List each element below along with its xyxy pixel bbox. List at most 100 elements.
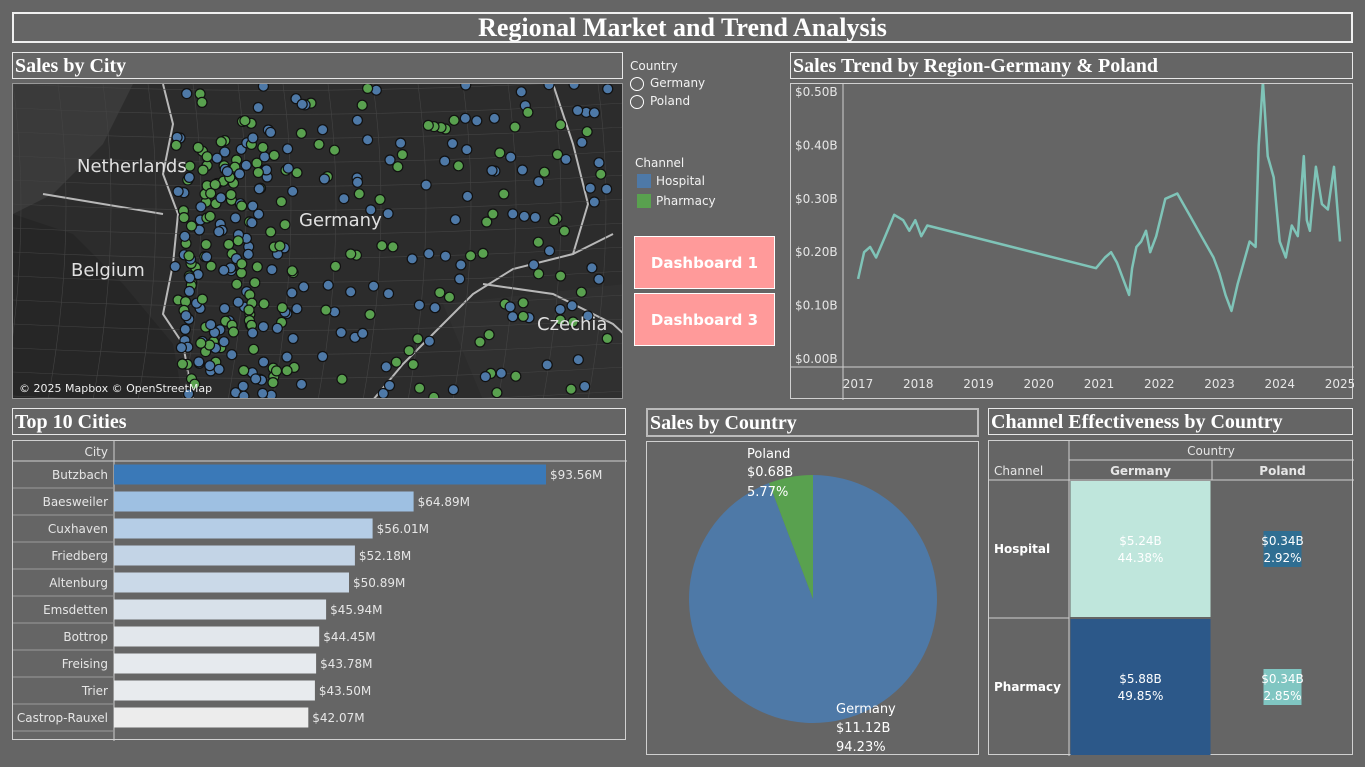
map-city-dot[interactable] <box>477 247 489 259</box>
map-city-dot[interactable] <box>383 379 396 392</box>
map-city-dot[interactable] <box>295 378 308 390</box>
map-city-dot[interactable] <box>532 236 544 248</box>
map-city-dot[interactable] <box>183 250 195 262</box>
map-city-dot[interactable] <box>382 208 394 220</box>
map-city-dot[interactable] <box>543 84 555 91</box>
map-city-dot[interactable] <box>403 345 415 357</box>
map-city-dot[interactable] <box>227 326 240 338</box>
map-city-dot[interactable] <box>215 192 227 204</box>
map-city-dot[interactable] <box>185 220 198 232</box>
map-city-dot[interactable] <box>205 319 217 331</box>
map-city-dot[interactable] <box>232 296 244 308</box>
map-city-dot[interactable] <box>232 235 244 247</box>
map-city-dot[interactable] <box>460 84 472 91</box>
channel-cell-mark[interactable] <box>1070 619 1211 755</box>
map-city-dot[interactable] <box>566 300 578 312</box>
map-city-dot[interactable] <box>382 288 395 300</box>
map-city-dot[interactable] <box>275 195 287 208</box>
map-city-dot[interactable] <box>406 253 418 265</box>
map-city-dot[interactable] <box>338 192 350 205</box>
map-city-dot[interactable] <box>412 333 424 345</box>
map-city-dot[interactable] <box>395 137 407 149</box>
map-city-dot[interactable] <box>362 84 374 94</box>
city-bar[interactable] <box>114 491 414 512</box>
map-city-dot[interactable] <box>446 137 459 150</box>
map-city-dot[interactable] <box>522 106 534 118</box>
map-city-dot[interactable] <box>384 154 396 166</box>
map-city-dot[interactable] <box>257 141 269 154</box>
map-city-dot[interactable] <box>215 136 227 148</box>
map-city-dot[interactable] <box>257 84 269 92</box>
map-city-dot[interactable] <box>495 367 507 379</box>
map-city-dot[interactable] <box>231 278 243 290</box>
map-city-dot[interactable] <box>443 291 456 303</box>
map-city-dot[interactable] <box>541 359 553 371</box>
map-city-dot[interactable] <box>528 259 540 271</box>
map-city-dot[interactable] <box>515 86 527 98</box>
city-bar[interactable] <box>114 545 355 566</box>
map-city-dot[interactable] <box>551 148 564 161</box>
map-city-dot[interactable] <box>211 152 223 164</box>
map-city-dot[interactable] <box>219 302 231 315</box>
map-city-dot[interactable] <box>274 240 286 252</box>
map-city-dot[interactable] <box>479 371 491 383</box>
map-city-dot[interactable] <box>572 354 584 366</box>
map-city-dot[interactable] <box>374 193 386 206</box>
map-city-dot[interactable] <box>176 358 188 370</box>
map-city-dot[interactable] <box>253 208 265 220</box>
sales-map[interactable]: Netherlands Germany Belgium Czechia © 20… <box>12 83 623 399</box>
map-city-dot[interactable] <box>247 132 259 144</box>
city-bar[interactable] <box>114 653 317 674</box>
map-city-dot[interactable] <box>183 285 195 297</box>
map-city-dot[interactable] <box>420 179 432 191</box>
map-city-dot[interactable] <box>548 215 560 227</box>
map-city-dot[interactable] <box>236 200 248 212</box>
map-city-dot[interactable] <box>474 336 486 348</box>
map-city-dot[interactable] <box>581 126 593 138</box>
map-city-dot[interactable] <box>447 384 459 396</box>
map-city-dot[interactable] <box>286 265 298 277</box>
map-city-dot[interactable] <box>281 351 293 363</box>
map-city-dot[interactable] <box>595 168 607 180</box>
map-city-dot[interactable] <box>329 260 342 272</box>
map-city-dot[interactable] <box>533 175 545 188</box>
map-city-dot[interactable] <box>271 322 283 334</box>
map-city-dot[interactable] <box>192 141 204 154</box>
map-city-dot[interactable] <box>252 101 264 114</box>
map-city-dot[interactable] <box>197 164 209 176</box>
map-city-dot[interactable] <box>507 311 519 323</box>
map-city-dot[interactable] <box>488 112 500 124</box>
map-city-dot[interactable] <box>507 208 519 220</box>
map-city-dot[interactable] <box>377 387 389 399</box>
map-city-dot[interactable] <box>181 88 193 100</box>
map-city-dot[interactable] <box>579 380 591 392</box>
map-city-dot[interactable] <box>169 260 181 273</box>
map-city-dot[interactable] <box>449 214 461 226</box>
map-city-dot[interactable] <box>183 171 195 184</box>
map-city-dot[interactable] <box>234 168 246 180</box>
map-city-dot[interactable] <box>259 151 271 163</box>
map-city-dot[interactable] <box>251 261 263 273</box>
map-city-dot[interactable] <box>491 387 503 398</box>
city-bar[interactable] <box>114 707 309 728</box>
map-city-dot[interactable] <box>396 148 408 161</box>
map-city-dot[interactable] <box>602 84 614 95</box>
map-city-dot[interactable] <box>183 388 195 399</box>
map-city-dot[interactable] <box>459 112 471 124</box>
map-city-dot[interactable] <box>201 251 213 263</box>
map-city-dot[interactable] <box>532 268 545 280</box>
map-city-dot[interactable] <box>196 96 208 108</box>
map-city-dot[interactable] <box>225 188 237 201</box>
map-city-dot[interactable] <box>554 270 567 282</box>
map-city-dot[interactable] <box>287 332 299 345</box>
map-city-dot[interactable] <box>380 361 392 373</box>
map-city-dot[interactable] <box>423 248 435 260</box>
map-city-dot[interactable] <box>429 302 441 314</box>
map-city-dot[interactable] <box>481 216 493 228</box>
map-city-dot[interactable] <box>238 364 250 377</box>
map-city-dot[interactable] <box>204 210 216 222</box>
map-city-dot[interactable] <box>455 259 467 271</box>
map-city-dot[interactable] <box>175 342 187 354</box>
map-city-dot[interactable] <box>336 373 348 385</box>
map-city-dot[interactable] <box>236 258 248 270</box>
